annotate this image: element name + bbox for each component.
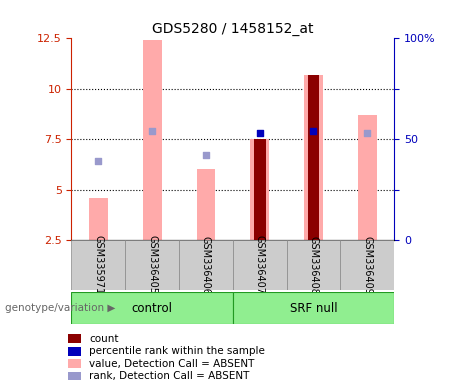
Bar: [71, 292, 233, 324]
Point: [310, 128, 317, 134]
Bar: [143, 40, 161, 240]
Text: GSM336407: GSM336407: [254, 235, 265, 295]
Bar: [125, 240, 179, 290]
Text: rank, Detection Call = ABSENT: rank, Detection Call = ABSENT: [89, 371, 250, 381]
Point: [202, 152, 210, 158]
Bar: [254, 139, 266, 240]
Bar: [304, 74, 323, 240]
Bar: [250, 139, 269, 240]
Bar: [89, 198, 108, 240]
Text: count: count: [89, 334, 119, 344]
Bar: [307, 74, 319, 240]
Bar: [179, 240, 233, 290]
Bar: [233, 292, 394, 324]
Bar: [340, 240, 394, 290]
Text: GSM336409: GSM336409: [362, 235, 372, 295]
Bar: [358, 115, 377, 240]
Bar: [68, 359, 82, 368]
Bar: [196, 169, 215, 240]
Bar: [68, 334, 82, 343]
Text: GSM335971: GSM335971: [93, 235, 103, 295]
Point: [148, 128, 156, 134]
Point: [364, 130, 371, 136]
Bar: [71, 240, 125, 290]
Bar: [68, 347, 82, 356]
Bar: [233, 240, 287, 290]
Bar: [287, 240, 340, 290]
Text: GSM336408: GSM336408: [308, 235, 319, 295]
Point: [95, 158, 102, 164]
Point: [256, 130, 263, 136]
Text: value, Detection Call = ABSENT: value, Detection Call = ABSENT: [89, 359, 254, 369]
Text: SRF null: SRF null: [290, 302, 337, 314]
Text: percentile rank within the sample: percentile rank within the sample: [89, 346, 265, 356]
Text: genotype/variation ▶: genotype/variation ▶: [5, 303, 115, 313]
Text: GSM336406: GSM336406: [201, 235, 211, 295]
Bar: [68, 372, 82, 381]
Text: GSM336405: GSM336405: [147, 235, 157, 295]
Title: GDS5280 / 1458152_at: GDS5280 / 1458152_at: [152, 22, 313, 36]
Text: control: control: [132, 302, 172, 314]
